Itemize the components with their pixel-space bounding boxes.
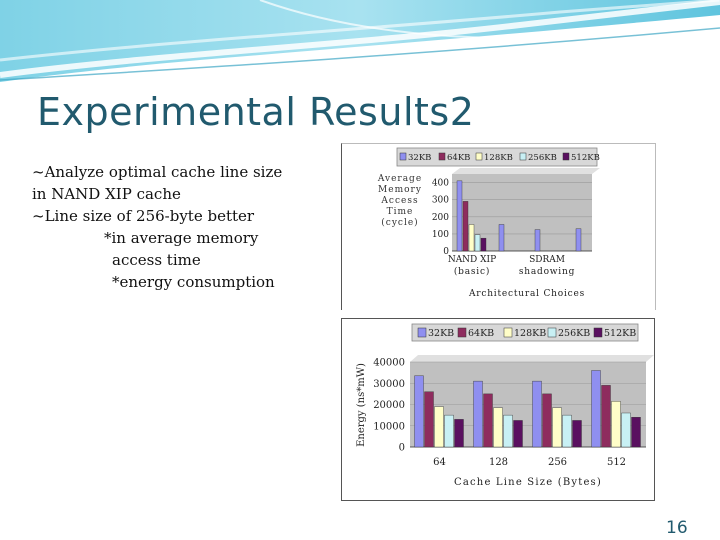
bar (601, 385, 611, 448)
y-tick-label: 100 (432, 230, 449, 240)
bar (542, 393, 552, 448)
legend-label: 512KB (571, 153, 600, 163)
legend-label: 32KB (408, 153, 431, 163)
plot-top-edge (452, 168, 600, 174)
x-category-sublabel: shadowing (519, 267, 575, 277)
y-tick-label: 400 (432, 179, 449, 189)
bar (473, 380, 483, 448)
bar (572, 420, 582, 448)
y-axis-label: Average (377, 174, 422, 184)
bar (575, 228, 582, 252)
legend-box (411, 323, 639, 342)
bar (493, 407, 503, 448)
bar (611, 401, 621, 448)
bar (462, 201, 469, 252)
x-category-sublabel: (basic) (454, 266, 490, 277)
bar (444, 414, 454, 448)
y-axis-label: (cycle) (381, 217, 418, 228)
sub-bullet-line: *in average memory (104, 229, 259, 247)
access-time-chart: 32KB 64KB 128KB 256KB 512KB 0 100 200 300 400 Aver… (341, 143, 656, 310)
y-tick-label: 40000 (373, 358, 405, 369)
bullet-line: in NAND XIP cache (32, 185, 181, 203)
y-tick-label: 0 (443, 247, 449, 257)
bar (513, 420, 523, 448)
x-category-label: 256 (548, 457, 567, 468)
y-axis-label: Memory (378, 185, 422, 195)
bar (621, 412, 631, 448)
legend-box (396, 147, 598, 167)
y-tick-label: 20000 (373, 400, 405, 411)
legend-swatch (562, 152, 570, 161)
y-tick-label: 30000 (373, 379, 405, 390)
y-tick-label: 0 (399, 443, 405, 454)
bullet-line: ~Line size of 256-byte better (32, 207, 255, 225)
bar (474, 234, 481, 252)
legend-swatch (417, 327, 427, 338)
bar (414, 375, 424, 448)
bar (480, 237, 487, 252)
header-decoration (0, 0, 720, 90)
legend-swatch (519, 152, 527, 161)
bullet-line: ~Analyze optimal cache line size (32, 163, 283, 181)
plot-top-edge (410, 355, 654, 362)
legend-label: 64KB (447, 153, 470, 163)
bar (534, 229, 541, 252)
sub-bullet-line: access time (112, 251, 201, 269)
x-axis-label: Architectural Choices (468, 289, 585, 299)
y-tick-label: 10000 (373, 421, 405, 432)
x-category-label: NAND XIP (448, 255, 496, 265)
y-axis-label: Access (380, 196, 418, 206)
bar (483, 393, 493, 448)
x-axis-label: Cache Line Size (Bytes) (454, 477, 602, 488)
bar (424, 391, 434, 448)
legend-label: 128KB (514, 328, 546, 339)
bar (454, 419, 464, 448)
legend-label: 128KB (484, 153, 513, 163)
y-tick-label: 300 (432, 196, 449, 206)
legend-swatch (593, 327, 603, 338)
bar (532, 380, 542, 448)
x-category-label: 64 (433, 457, 446, 468)
legend-swatch (547, 327, 557, 338)
y-tick-label: 200 (432, 213, 449, 223)
legend-label: 256KB (558, 328, 590, 339)
bar (631, 417, 641, 448)
access-time-chart-svg: 32KB 64KB 128KB 256KB 512KB 0 100 200 300 400 Aver… (377, 147, 600, 299)
legend-swatch (503, 327, 513, 338)
bar (591, 370, 601, 448)
bar (468, 224, 475, 252)
slide-title: Experimental Results2 (37, 90, 475, 134)
energy-chart-svg: 32KB 64KB 128KB 256KB 512KB 0 10000 20000 30000 4… (356, 323, 654, 488)
bar (498, 224, 505, 252)
bar (552, 407, 562, 448)
bar (503, 414, 513, 448)
x-category-label: 512 (607, 457, 626, 468)
bar (562, 414, 572, 448)
legend-swatch (438, 152, 446, 161)
header-wave-graphic (0, 0, 720, 82)
bullet-list: ~Analyze optimal cache line size in NAND… (32, 161, 332, 293)
legend-swatch (475, 152, 483, 161)
y-axis-label: Time (387, 207, 414, 217)
legend-swatch (399, 152, 407, 161)
legend-swatch (457, 327, 467, 338)
y-axis-label: Energy (ns*mW) (356, 363, 367, 447)
legend-label: 32KB (428, 328, 454, 339)
legend-label: 64KB (468, 328, 494, 339)
bar (434, 406, 444, 448)
legend-label: 256KB (528, 153, 557, 163)
legend-label: 512KB (604, 328, 636, 339)
page-number: 16 (666, 518, 688, 538)
energy-chart: 32KB 64KB 128KB 256KB 512KB 0 10000 20000 30000 4… (341, 318, 655, 501)
bar (456, 180, 463, 252)
x-category-label: 128 (489, 457, 508, 468)
x-category-label: SDRAM (529, 255, 565, 265)
sub-bullet-line: *energy consumption (112, 273, 275, 291)
